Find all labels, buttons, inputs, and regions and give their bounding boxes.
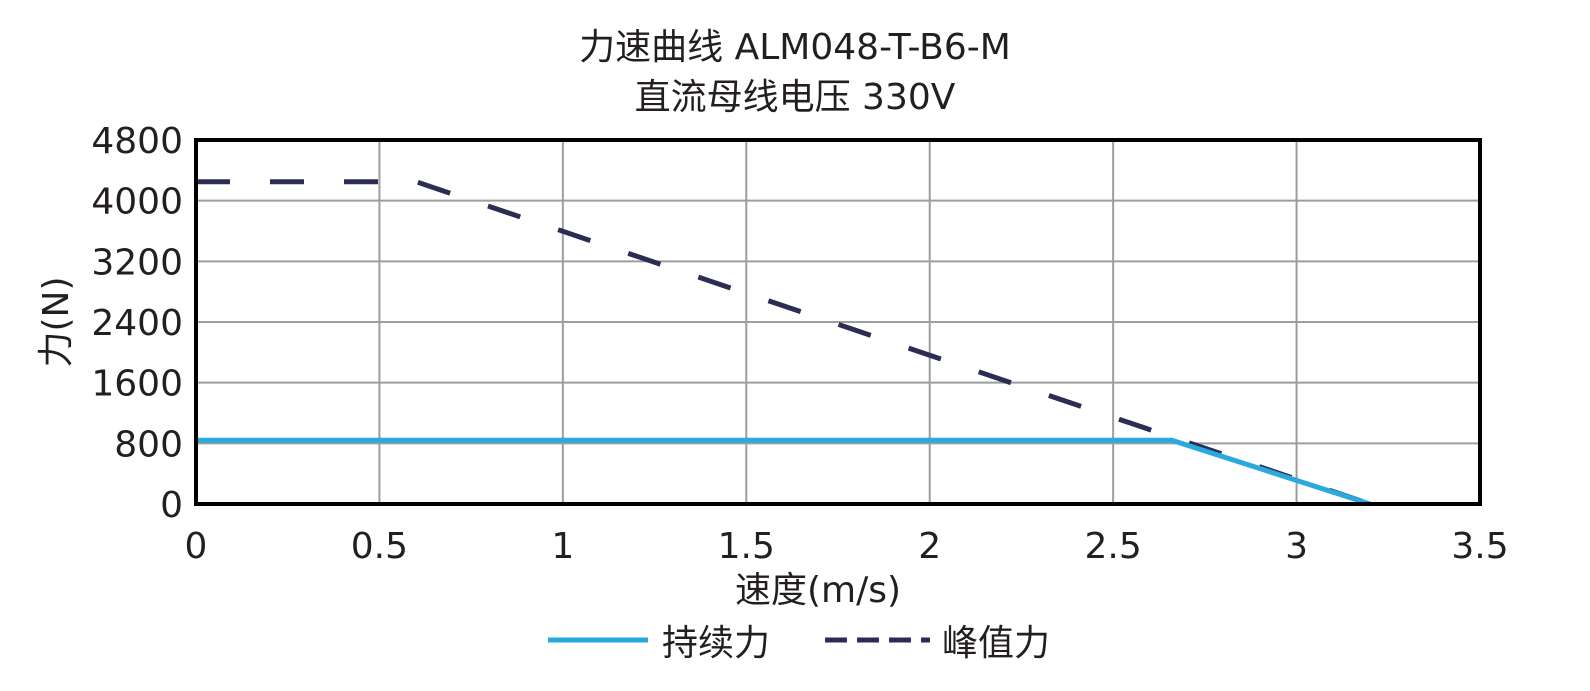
y-tick-label: 1600 [91,364,183,405]
legend-item-continuous: 持续力 [548,615,770,665]
x-tick-label: 2 [918,526,941,567]
x-tick-label: 3.5 [1451,526,1508,567]
y-tick-label: 4000 [91,182,183,223]
legend-label-peak: 峰值力 [942,623,1051,664]
legend-swatch-dashed [825,637,930,643]
y-axis-label: 力(N) [36,276,77,367]
legend-label-continuous: 持续力 [662,623,771,664]
x-axis-label: 速度(m/s) [735,570,901,611]
chart-subtitle: 直流母线电压 330V [634,77,956,118]
series-lines [196,179,1371,507]
x-tick-label: 2.5 [1085,526,1142,567]
y-tick-label: 3200 [91,242,183,283]
y-tick-label: 4800 [91,121,183,162]
x-tick-label: 0 [185,526,208,567]
y-tick-labels: 0 800 1600 2400 3200 4000 4800 [91,121,183,526]
y-tick-label: 2400 [91,303,183,344]
x-tick-labels: 0 0.5 1 1.5 2 2.5 3 3.5 [185,526,1509,567]
series-line-continuous [196,437,1371,507]
x-tick-label: 3 [1285,526,1308,567]
grid [195,139,1481,505]
y-tick-label: 0 [160,485,183,526]
series-line-peak [196,179,1371,507]
legend-swatch-solid [548,637,648,643]
chart-title: 力速曲线 ALM048-T-B6-M [579,27,1011,68]
x-tick-label: 1 [551,526,574,567]
legend-item-peak: 峰值力 [825,615,1050,665]
plot-frame [194,138,1482,506]
x-tick-label: 0.5 [351,526,408,567]
x-tick-label: 1.5 [718,526,775,567]
y-tick-label: 800 [114,424,183,465]
